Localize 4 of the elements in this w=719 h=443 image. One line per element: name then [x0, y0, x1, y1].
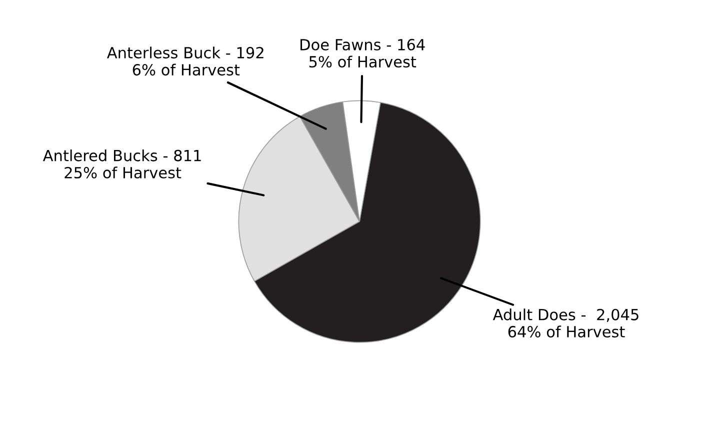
slice-label: Anterless Buck - 192 6% of Harvest — [106, 46, 264, 76]
slice-label: Adult Does - 2,045 64% of Harvest — [492, 308, 638, 338]
slice-label: Antlered Bucks - 811 25% of Harvest — [42, 150, 201, 178]
slice-label: Doe Fawns - 164 5% of Harvest — [300, 38, 425, 68]
